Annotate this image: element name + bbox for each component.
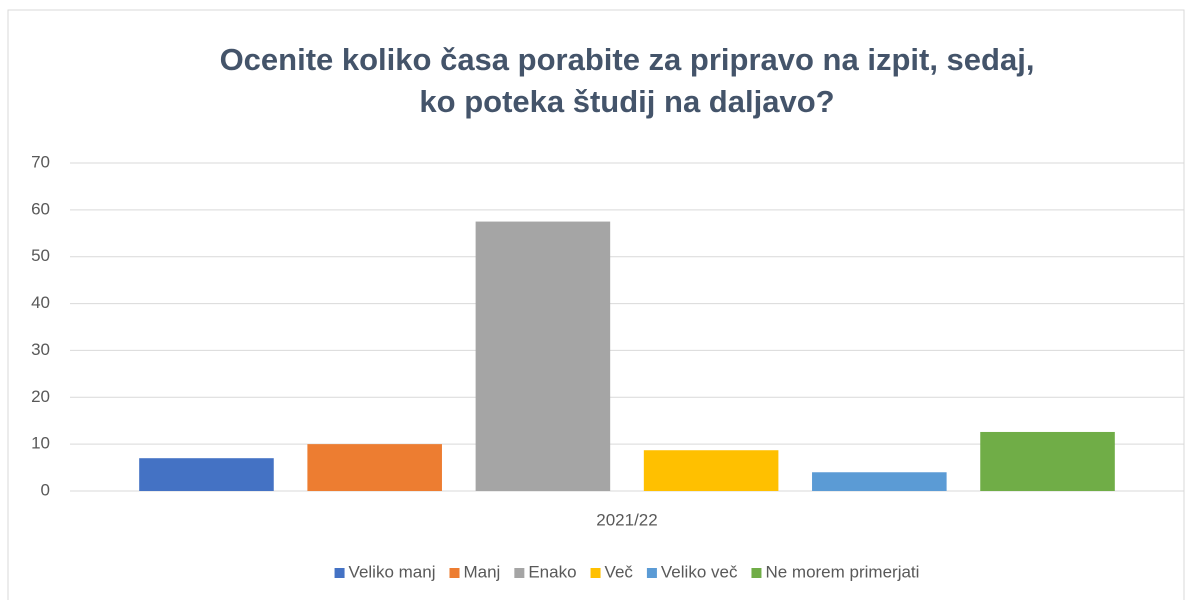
legend-swatch bbox=[751, 568, 762, 578]
bar bbox=[980, 431, 1115, 491]
legend-label: Manj bbox=[463, 562, 500, 581]
legend-swatch bbox=[590, 568, 601, 578]
y-tick-label: 10 bbox=[31, 434, 50, 453]
chart-title: Ocenite koliko časa porabite za pripravo… bbox=[220, 42, 1035, 77]
bar bbox=[139, 458, 274, 491]
y-tick-label: 20 bbox=[31, 387, 50, 406]
bar bbox=[812, 472, 947, 491]
legend-label: Veliko več bbox=[661, 562, 738, 581]
legend-swatch bbox=[646, 568, 657, 578]
y-tick-label: 30 bbox=[31, 340, 50, 359]
x-tick-label: 2021/22 bbox=[596, 510, 657, 529]
y-tick-label: 0 bbox=[41, 480, 50, 499]
chart-title: ko poteka študij na daljavo? bbox=[419, 84, 834, 119]
legend-swatch bbox=[334, 568, 345, 578]
legend-swatch bbox=[514, 568, 525, 578]
legend-label: Enako bbox=[528, 562, 576, 581]
legend-label: Veliko manj bbox=[349, 562, 436, 581]
legend-swatch bbox=[449, 568, 460, 578]
legend-label: Več bbox=[605, 562, 634, 581]
bar bbox=[307, 444, 442, 491]
y-tick-label: 40 bbox=[31, 293, 50, 312]
bar bbox=[643, 450, 779, 491]
bar bbox=[475, 221, 611, 492]
y-tick-label: 70 bbox=[31, 152, 50, 171]
legend-label: Ne morem primerjati bbox=[765, 562, 919, 581]
y-tick-label: 50 bbox=[31, 246, 50, 265]
y-tick-label: 60 bbox=[31, 199, 50, 218]
